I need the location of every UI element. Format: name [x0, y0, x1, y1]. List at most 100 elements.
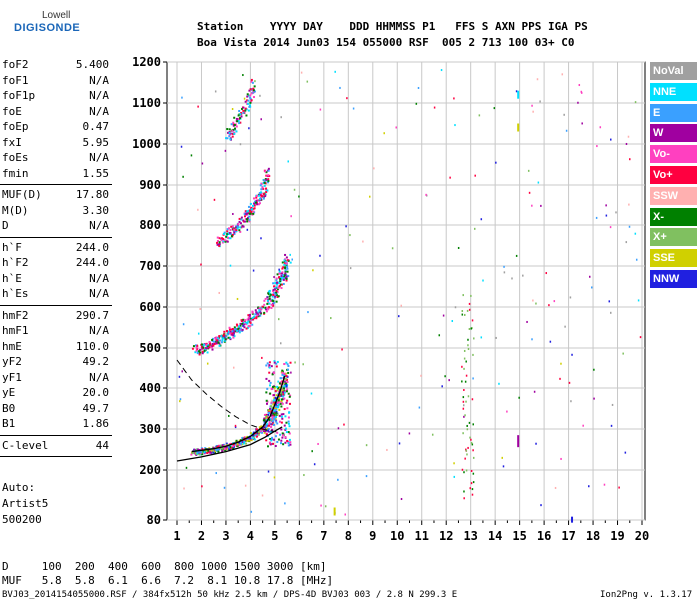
muf-row: MUF 5.8 5.8 6.1 6.6 7.2 8.1 10.8 17.8 [M…	[2, 574, 334, 587]
echo-point	[277, 388, 280, 391]
echo-point	[251, 323, 254, 326]
echo-point	[228, 448, 231, 451]
echo-point	[269, 392, 272, 395]
param-row: foE N/A	[2, 105, 109, 120]
echo-point	[260, 192, 263, 195]
echo-point	[238, 441, 241, 444]
echo-point	[268, 295, 271, 298]
echo-point	[207, 344, 210, 347]
echo-point	[265, 191, 268, 194]
echo-point	[285, 279, 288, 282]
noise-point	[622, 352, 624, 355]
echo-point	[211, 337, 214, 340]
echo-point	[245, 442, 248, 445]
echo-point	[275, 300, 278, 303]
echo-point	[286, 363, 289, 366]
echo-point	[243, 213, 246, 216]
echo-point	[236, 324, 239, 327]
echo-point	[246, 438, 249, 441]
x-tick-label: 11	[415, 529, 429, 543]
noise-point	[518, 396, 520, 399]
echo-point	[201, 453, 204, 456]
echo-point	[286, 267, 289, 270]
noise-point	[528, 191, 531, 194]
noise-point	[462, 407, 465, 410]
echo-point	[233, 326, 236, 329]
echo-point	[235, 225, 238, 228]
noise-point	[463, 490, 465, 493]
echo-point	[248, 210, 251, 213]
echo-point	[286, 259, 289, 262]
echo-point	[258, 426, 261, 429]
noise-point	[215, 472, 217, 475]
echo-point	[252, 207, 255, 210]
echo-point	[268, 302, 271, 305]
noise-point	[470, 294, 472, 297]
echo-point	[269, 430, 272, 433]
echo-point	[277, 295, 280, 298]
echo-point	[243, 436, 246, 439]
echo-point	[252, 212, 255, 215]
echo-point	[282, 434, 285, 437]
param-name: h`F	[2, 240, 22, 254]
echo-point	[272, 400, 275, 403]
echo-point	[220, 237, 223, 240]
echo-point	[276, 360, 279, 363]
noise-point	[461, 365, 463, 368]
echo-point	[277, 287, 280, 290]
echo-point	[208, 342, 211, 345]
noise-point	[179, 400, 181, 403]
echo-point	[285, 431, 288, 434]
echo-point	[283, 259, 286, 262]
echo-point	[233, 116, 236, 119]
echo-point	[255, 196, 258, 199]
plot-frame	[166, 61, 646, 521]
noise-point	[464, 380, 467, 383]
echo-point	[288, 395, 291, 398]
echo-point	[287, 371, 290, 374]
echo-point	[242, 111, 245, 114]
echo-point	[239, 230, 242, 233]
echo-point	[263, 421, 266, 424]
echo-point	[283, 372, 286, 375]
noise-point	[470, 441, 473, 444]
noise-point	[472, 456, 475, 459]
noise-point	[611, 403, 614, 406]
echo-point	[200, 343, 203, 346]
echo-point	[253, 200, 256, 203]
echo-point	[199, 351, 202, 354]
echo-point	[252, 87, 255, 90]
echo-point	[232, 124, 235, 127]
echo-point	[288, 438, 291, 441]
echo-point	[246, 95, 249, 98]
noise-point	[182, 175, 184, 178]
echo-point	[272, 438, 275, 441]
echo-point	[287, 365, 290, 368]
noise-point	[281, 283, 283, 286]
param-name: yF2	[2, 355, 22, 368]
echo-point	[279, 433, 282, 436]
echo-point	[267, 178, 270, 181]
echo-point	[225, 442, 228, 445]
echo-point	[196, 452, 199, 455]
echo-point	[224, 338, 227, 341]
echo-point	[281, 390, 284, 393]
noise-point	[471, 493, 474, 496]
echo-point	[273, 291, 276, 294]
noise-point	[625, 142, 628, 145]
echo-point	[249, 212, 252, 215]
echo-point	[263, 311, 266, 314]
echo-point	[278, 281, 281, 284]
noise-point	[400, 498, 403, 501]
param-row: hmF1 N/A	[2, 324, 109, 339]
echo-point	[239, 117, 242, 120]
echo-point	[263, 184, 266, 187]
echo-point	[195, 349, 198, 352]
echo-point	[263, 425, 266, 428]
echo-point	[280, 421, 283, 424]
param-row: yF2 49.2	[2, 355, 109, 370]
echo-point	[274, 417, 277, 420]
noise-point	[540, 204, 542, 207]
echo-point	[226, 447, 229, 450]
